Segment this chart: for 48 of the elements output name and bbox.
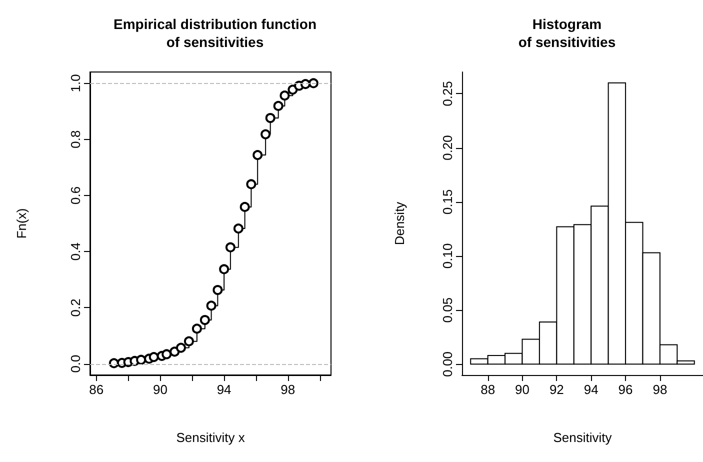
x-tick-label: 94 (584, 382, 598, 397)
y-tick-label: 0.05 (440, 297, 455, 323)
point (176, 342, 186, 353)
y-tick-label: 1.0 (68, 74, 83, 92)
point (225, 242, 236, 252)
x-axis-title: Sensitivity x (176, 430, 246, 445)
point (184, 336, 194, 346)
y-tick-label: 0.0 (68, 354, 83, 373)
x-tick-label: 86 (89, 382, 104, 397)
point (265, 113, 276, 124)
y-tick-label: 0.10 (440, 243, 455, 269)
y-tick-label: 0.00 (440, 352, 455, 377)
point (233, 224, 244, 234)
point (136, 354, 146, 365)
point (246, 179, 256, 190)
x-axis-title: Sensitivity (553, 430, 612, 445)
y-tick-label: 0.8 (68, 130, 83, 148)
point (240, 202, 250, 212)
point (200, 315, 210, 326)
x-tick-label: 98 (280, 382, 296, 397)
point (260, 129, 271, 140)
x-tick-label: 90 (515, 382, 530, 397)
point (252, 150, 263, 160)
point (280, 90, 290, 101)
point (273, 100, 284, 111)
x-tick-label: 90 (152, 382, 168, 397)
chart-title: Histogram of sensitivities (518, 16, 616, 50)
y-axis-title: Fn(x) (14, 208, 29, 239)
point (206, 300, 216, 311)
y-tick-label: 0.4 (68, 242, 83, 261)
y-tick-label: 0.6 (68, 186, 83, 204)
chart-title: Empirical distribution function of sensitivities (114, 16, 316, 50)
y-tick-label: 0.20 (440, 135, 455, 160)
y-tick-label: 0.2 (68, 298, 83, 317)
x-tick-label: 88 (480, 382, 496, 397)
x-tick-label: 98 (652, 382, 668, 397)
point (192, 324, 202, 334)
point (219, 264, 230, 274)
point (308, 78, 318, 88)
point (148, 352, 159, 362)
x-tick-label: 92 (549, 382, 564, 397)
x-tick-label: 96 (618, 382, 633, 397)
x-tick-label: 94 (216, 382, 232, 397)
y-axis-title: Density (392, 201, 407, 246)
y-tick-label: 0.15 (440, 189, 455, 215)
point (162, 349, 172, 360)
y-tick-label: 0.25 (440, 80, 455, 106)
point (212, 284, 223, 295)
